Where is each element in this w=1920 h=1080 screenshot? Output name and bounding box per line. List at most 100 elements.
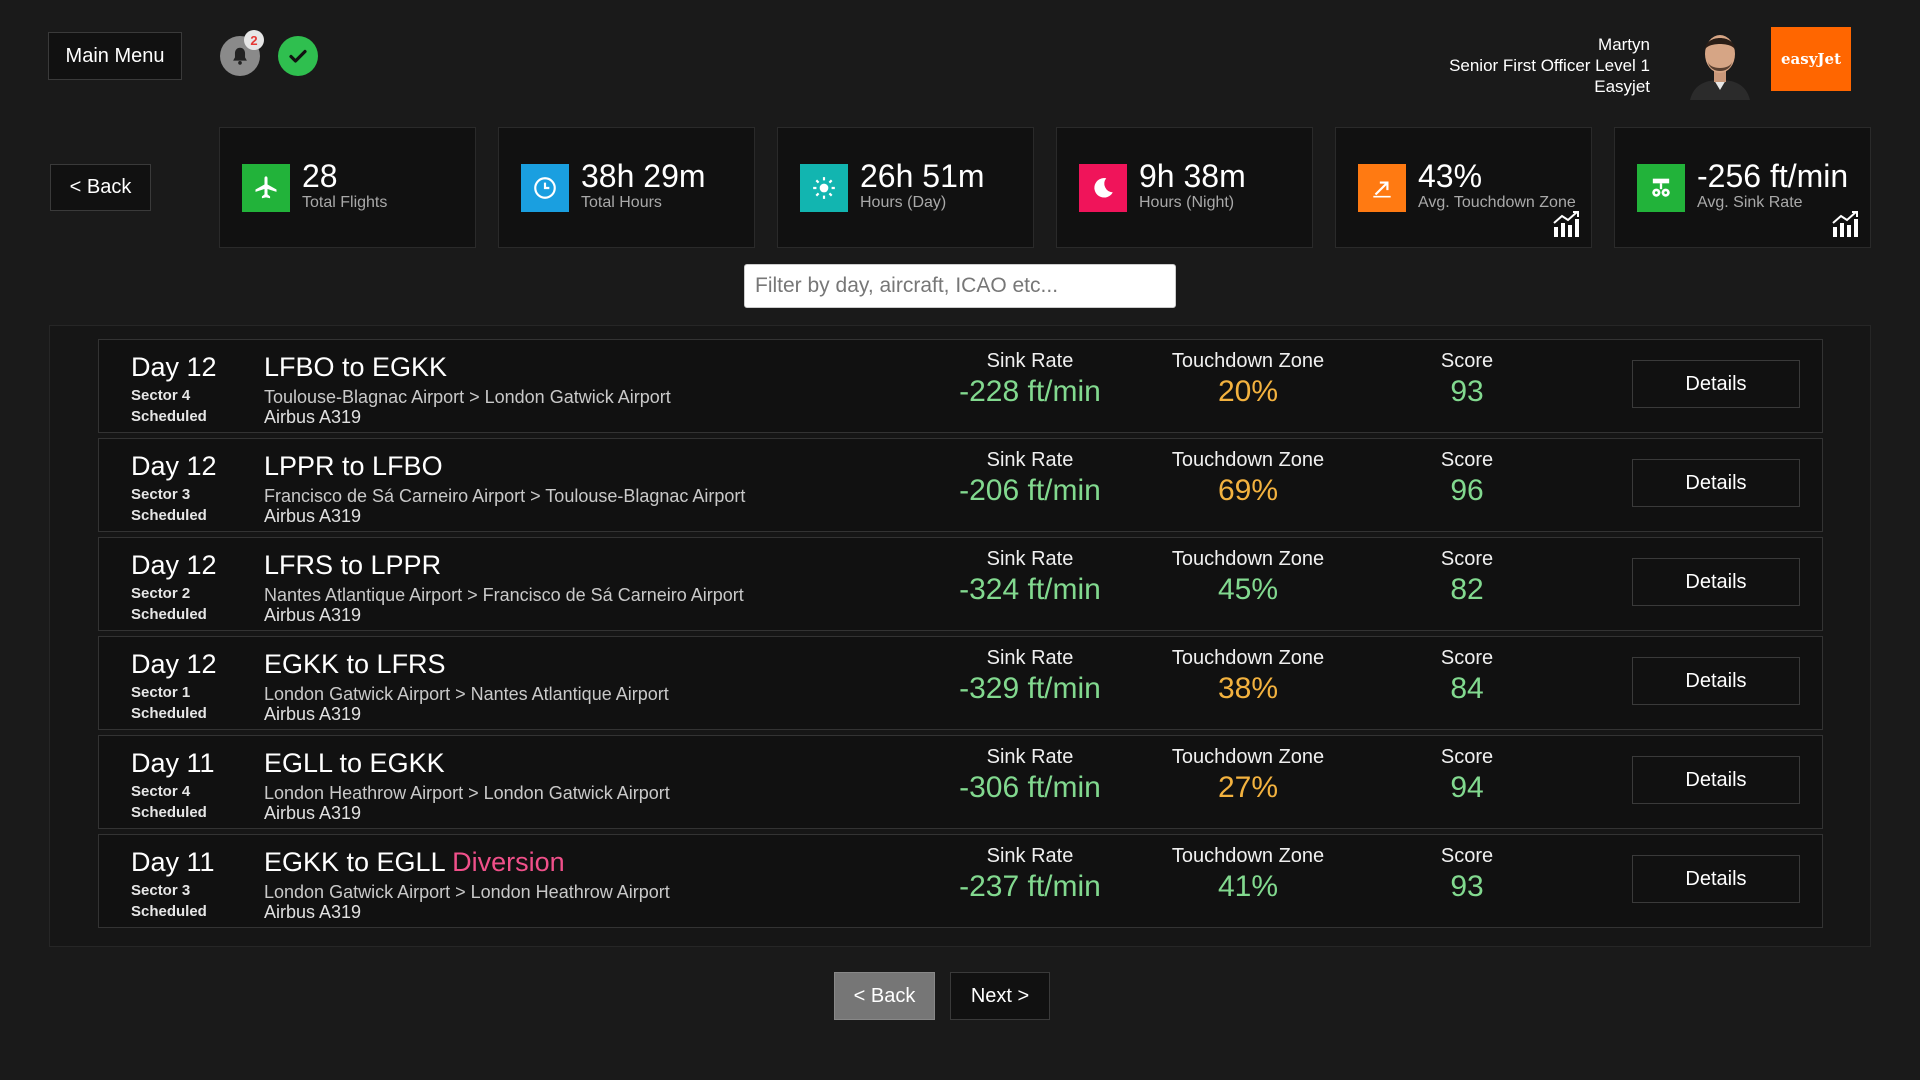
touchdown-zone: Touchdown Zone 69% bbox=[1171, 449, 1325, 507]
avatar bbox=[1684, 24, 1756, 100]
list-item: Day 12 Sector 2 Scheduled LFRS to LPPR N… bbox=[98, 537, 1823, 631]
score: Score 93 bbox=[1440, 350, 1494, 408]
next-page-button[interactable]: Next > bbox=[950, 972, 1050, 1020]
flight-sector: Sector 3 bbox=[131, 486, 191, 503]
flight-airports: London Gatwick Airport > London Heathrow… bbox=[264, 882, 670, 902]
notifications-bell-icon[interactable]: 2 bbox=[220, 30, 264, 76]
filter-search-input[interactable] bbox=[744, 264, 1176, 308]
status-ok-icon bbox=[278, 36, 318, 76]
stat-label: Avg. Sink Rate bbox=[1697, 194, 1803, 211]
flight-route: EGLL to EGKK bbox=[264, 748, 445, 778]
flight-route: LFRS to LPPR bbox=[264, 550, 442, 580]
stat-avg-touchdown-zone: 43% Avg. Touchdown Zone bbox=[1335, 127, 1592, 248]
previous-page-button[interactable]: < Back bbox=[834, 972, 935, 1020]
flight-airports: Nantes Atlantique Airport > Francisco de… bbox=[264, 585, 744, 605]
flight-status: Scheduled bbox=[131, 804, 207, 821]
score: Score 96 bbox=[1440, 449, 1494, 507]
sink-rate: Sink Rate -206 ft/min bbox=[959, 449, 1101, 507]
flight-sector: Sector 4 bbox=[131, 387, 191, 404]
pilot-rank: Senior First Officer Level 1 bbox=[1449, 56, 1650, 75]
flight-sector: Sector 3 bbox=[131, 882, 191, 899]
stat-label: Total Hours bbox=[581, 194, 662, 211]
flight-airports: Francisco de Sá Carneiro Airport > Toulo… bbox=[264, 486, 746, 506]
stat-label: Hours (Night) bbox=[1139, 194, 1235, 211]
plane-icon bbox=[242, 164, 290, 212]
airline-logo: easyJet bbox=[1771, 27, 1851, 91]
flight-sector: Sector 1 bbox=[131, 684, 191, 701]
flight-route: EGKK to EGLL Diversion bbox=[264, 847, 565, 877]
pilot-profile: Martyn Senior First Officer Level 1 Easy… bbox=[1449, 34, 1650, 97]
flight-status: Scheduled bbox=[131, 408, 207, 425]
stat-hours-day: 26h 51m Hours (Day) bbox=[777, 127, 1034, 248]
stat-avg-sink-rate: -256 ft/min Avg. Sink Rate bbox=[1614, 127, 1871, 248]
clock-icon bbox=[521, 164, 569, 212]
flight-day: Day 12 bbox=[131, 550, 217, 580]
details-button[interactable]: Details bbox=[1632, 657, 1800, 705]
details-button[interactable]: Details bbox=[1632, 459, 1800, 507]
flight-airports: London Gatwick Airport > Nantes Atlantiq… bbox=[264, 684, 669, 704]
stat-value: 28 bbox=[302, 158, 338, 194]
details-button[interactable]: Details bbox=[1632, 855, 1800, 903]
flight-route: LPPR to LFBO bbox=[264, 451, 443, 481]
flight-status: Scheduled bbox=[131, 507, 207, 524]
stat-label: Avg. Touchdown Zone bbox=[1418, 194, 1576, 211]
touchdown-zone: Touchdown Zone 41% bbox=[1171, 845, 1325, 903]
list-item: Day 12 Sector 4 Scheduled LFBO to EGKK T… bbox=[98, 339, 1823, 433]
landing-gear-icon bbox=[1637, 164, 1685, 212]
details-button[interactable]: Details bbox=[1632, 360, 1800, 408]
sink-rate: Sink Rate -324 ft/min bbox=[959, 548, 1101, 606]
flight-aircraft: Airbus A319 bbox=[264, 407, 362, 427]
score: Score 93 bbox=[1440, 845, 1494, 903]
stat-value: 9h 38m bbox=[1139, 158, 1246, 194]
stat-value: 38h 29m bbox=[581, 158, 706, 194]
notification-count-badge: 2 bbox=[244, 30, 264, 50]
stat-total-hours: 38h 29m Total Hours bbox=[498, 127, 755, 248]
details-button[interactable]: Details bbox=[1632, 558, 1800, 606]
flight-aircraft: Airbus A319 bbox=[264, 902, 362, 922]
score: Score 84 bbox=[1440, 647, 1494, 705]
stat-hours-night: 9h 38m Hours (Night) bbox=[1056, 127, 1313, 248]
trend-chart-icon[interactable] bbox=[1551, 209, 1581, 239]
flight-airports: Toulouse-Blagnac Airport > London Gatwic… bbox=[264, 387, 671, 407]
flight-route: EGKK to LFRS bbox=[264, 649, 446, 679]
pilot-name: Martyn bbox=[1598, 35, 1650, 54]
touchdown-icon bbox=[1358, 164, 1406, 212]
list-item: Day 12 Sector 3 Scheduled LPPR to LFBO F… bbox=[98, 438, 1823, 532]
touchdown-zone: Touchdown Zone 38% bbox=[1171, 647, 1325, 705]
stat-value: 26h 51m bbox=[860, 158, 985, 194]
touchdown-zone: Touchdown Zone 45% bbox=[1171, 548, 1325, 606]
diversion-tag: Diversion bbox=[452, 847, 565, 877]
trend-chart-icon[interactable] bbox=[1830, 209, 1860, 239]
score: Score 82 bbox=[1440, 548, 1494, 606]
flight-day: Day 11 bbox=[131, 847, 215, 877]
back-button[interactable]: < Back bbox=[50, 164, 151, 211]
flight-route: LFBO to EGKK bbox=[264, 352, 448, 382]
list-item: Day 12 Sector 1 Scheduled EGKK to LFRS L… bbox=[98, 636, 1823, 730]
touchdown-zone: Touchdown Zone 27% bbox=[1171, 746, 1325, 804]
list-item: Day 11 Sector 3 Scheduled EGKK to EGLL D… bbox=[98, 834, 1823, 928]
sun-icon bbox=[800, 164, 848, 212]
flight-aircraft: Airbus A319 bbox=[264, 506, 362, 526]
flight-aircraft: Airbus A319 bbox=[264, 605, 362, 625]
stat-total-flights: 28 Total Flights bbox=[219, 127, 476, 248]
details-button[interactable]: Details bbox=[1632, 756, 1800, 804]
stat-value: 43% bbox=[1418, 158, 1483, 194]
flight-day: Day 11 bbox=[131, 748, 215, 778]
flight-sector: Sector 4 bbox=[131, 783, 191, 800]
stat-label: Hours (Day) bbox=[860, 194, 947, 211]
pilot-airline: Easyjet bbox=[1594, 77, 1650, 96]
bell-icon bbox=[233, 47, 247, 65]
stat-value: -256 ft/min bbox=[1697, 158, 1849, 194]
flight-status: Scheduled bbox=[131, 606, 207, 623]
sink-rate: Sink Rate -228 ft/min bbox=[959, 350, 1101, 408]
touchdown-zone: Touchdown Zone 20% bbox=[1171, 350, 1325, 408]
sink-rate: Sink Rate -237 ft/min bbox=[959, 845, 1101, 903]
main-menu-button[interactable]: Main Menu bbox=[48, 32, 182, 80]
moon-icon bbox=[1079, 164, 1127, 212]
flight-day: Day 12 bbox=[131, 352, 217, 382]
flight-aircraft: Airbus A319 bbox=[264, 704, 362, 724]
list-item: Day 11 Sector 4 Scheduled EGLL to EGKK L… bbox=[98, 735, 1823, 829]
flights-list: Day 12 Sector 4 Scheduled LFBO to EGKK T… bbox=[49, 325, 1871, 947]
flight-status: Scheduled bbox=[131, 705, 207, 722]
sink-rate: Sink Rate -329 ft/min bbox=[959, 647, 1101, 705]
